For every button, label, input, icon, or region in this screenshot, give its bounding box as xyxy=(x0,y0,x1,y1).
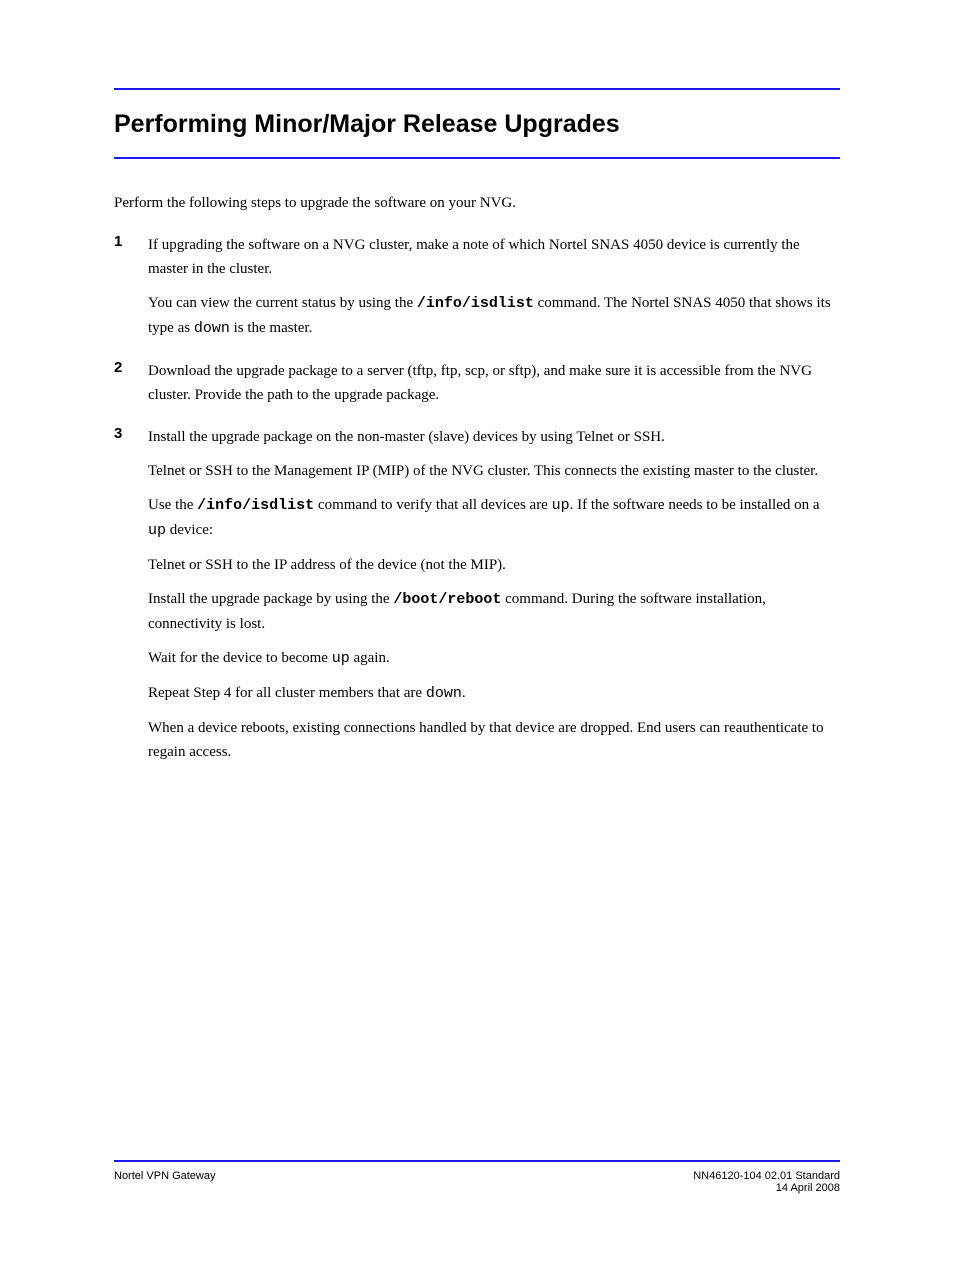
text-run: device: xyxy=(166,522,213,538)
text-run: Repeat Step 4 for all cluster members th… xyxy=(148,685,426,701)
cli-literal: down xyxy=(426,685,462,702)
cli-literal: down xyxy=(194,320,230,337)
text-run: Use the xyxy=(148,497,197,513)
cli-command: /info/isdlist xyxy=(417,295,534,312)
text-run: Install the upgrade package on the non-m… xyxy=(148,429,665,445)
text-run: Install the upgrade package by using the xyxy=(148,591,393,607)
intro-text: Perform the following steps to upgrade t… xyxy=(114,191,840,215)
step-paragraph: You can view the current status by using… xyxy=(148,291,840,341)
text-run: . xyxy=(462,685,466,701)
cli-literal: up xyxy=(552,497,570,514)
chapter-title: Performing Minor/Major Release Upgrades xyxy=(114,90,840,157)
text-run: Wait for the device to become xyxy=(148,650,332,666)
step-body: Install the upgrade package on the non-m… xyxy=(148,425,840,764)
text-run: Telnet or SSH to the Management IP (MIP)… xyxy=(148,463,818,479)
step-paragraph: Install the upgrade package on the non-m… xyxy=(148,425,840,449)
step-number: 3 xyxy=(114,425,148,764)
footer-right: NN46120-104 02.01 Standard 14 April 2008 xyxy=(693,1170,840,1194)
step-paragraph: Telnet or SSH to the Management IP (MIP)… xyxy=(148,459,840,483)
cli-literal: up xyxy=(332,650,350,667)
text-run: again. xyxy=(350,650,390,666)
step-paragraph: Download the upgrade package to a server… xyxy=(148,359,840,407)
under-title-rule xyxy=(114,157,840,159)
step-paragraph: When a device reboots, existing connecti… xyxy=(148,716,840,764)
step-paragraph: Wait for the device to become up again. xyxy=(148,646,840,671)
text-run: If upgrading the software on a NVG clust… xyxy=(148,237,800,277)
text-run: is the master. xyxy=(230,320,313,336)
step: 3Install the upgrade package on the non-… xyxy=(114,425,840,764)
step-number: 2 xyxy=(114,359,148,407)
text-run: . If the software needs to be installed … xyxy=(570,497,820,513)
step-paragraph: Telnet or SSH to the IP address of the d… xyxy=(148,553,840,577)
footer-rule xyxy=(114,1160,840,1162)
step-paragraph: Repeat Step 4 for all cluster members th… xyxy=(148,681,840,706)
cli-command: /info/isdlist xyxy=(197,497,314,514)
page-footer: Nortel VPN Gateway NN46120-104 02.01 Sta… xyxy=(114,1170,840,1194)
step: 2Download the upgrade package to a serve… xyxy=(114,359,840,407)
text-run: command to verify that all devices are xyxy=(314,497,551,513)
text-run: You can view the current status by using… xyxy=(148,295,417,311)
cli-literal: up xyxy=(148,522,166,539)
step-paragraph: Use the /info/isdlist command to verify … xyxy=(148,493,840,543)
step: 1If upgrading the software on a NVG clus… xyxy=(114,233,840,341)
step-body: If upgrading the software on a NVG clust… xyxy=(148,233,840,341)
step-paragraph: Install the upgrade package by using the… xyxy=(148,587,840,636)
text-run: Telnet or SSH to the IP address of the d… xyxy=(148,557,506,573)
footer-left: Nortel VPN Gateway xyxy=(114,1170,215,1194)
step-body: Download the upgrade package to a server… xyxy=(148,359,840,407)
cli-command: /boot/reboot xyxy=(393,591,501,608)
text-run: Download the upgrade package to a server… xyxy=(148,363,812,403)
step-number: 1 xyxy=(114,233,148,341)
step-paragraph: If upgrading the software on a NVG clust… xyxy=(148,233,840,281)
text-run: When a device reboots, existing connecti… xyxy=(148,720,824,760)
